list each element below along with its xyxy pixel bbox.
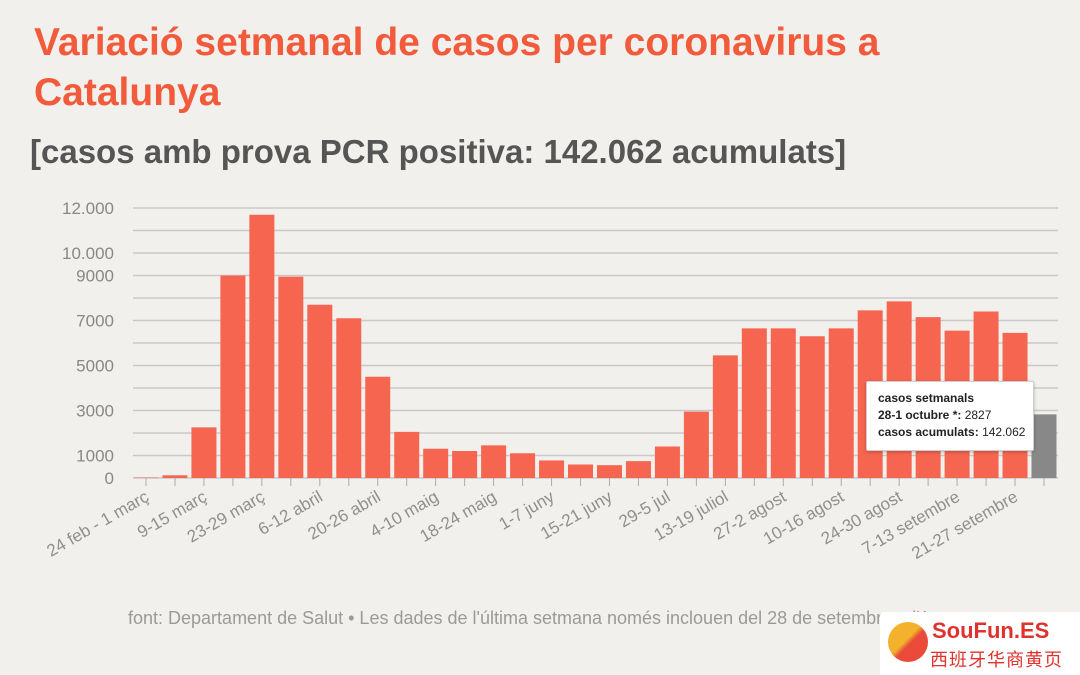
bar[interactable] [220,275,246,479]
bar[interactable] [625,461,651,478]
chart-subtitle: [casos amb prova PCR positiva: 142.062 a… [30,133,847,170]
y-tick-label: 1000 [76,447,114,466]
bar[interactable] [799,336,825,478]
y-axis: 0 1000 3000 5000 7000 9000 10.000 12.000 [62,199,114,488]
bar[interactable] [336,318,362,478]
bar[interactable] [278,276,304,478]
bar[interactable] [365,376,391,478]
tooltip-cumulative: casos acumulats: 142.062 [878,425,1026,439]
bar-chart: 0 1000 3000 5000 7000 9000 10.000 12.000 24 feb… [43,199,1058,563]
bar[interactable] [249,214,275,478]
y-tick-label: 9000 [76,267,114,286]
bar[interactable] [423,448,449,478]
bar[interactable] [162,475,188,478]
tooltip: casos setmanals 28-1 octubre *: 2827 cas… [866,381,1034,451]
bar[interactable] [510,453,536,478]
tooltip-title: casos setmanals [878,391,975,405]
bar[interactable] [307,304,333,478]
watermark-subtitle: 西班牙华商黄页 [930,650,1063,670]
y-tick-label: 0 [105,469,114,488]
watermark-logo-icon [888,622,928,662]
bar[interactable] [481,445,507,478]
watermark-name: SouFun.ES [932,618,1050,643]
bar[interactable] [596,465,622,478]
bar[interactable] [1031,414,1057,478]
bar[interactable] [191,427,217,478]
y-tick-label: 3000 [76,402,114,421]
bar[interactable] [539,460,565,478]
source-note: font: Departament de Salut • Les dades d… [128,608,930,628]
bar[interactable] [741,328,767,478]
bar[interactable] [712,355,738,478]
tooltip-weekly: 28-1 octubre *: 2827 [878,408,992,422]
bar[interactable] [568,464,594,479]
y-tick-label: 12.000 [62,199,114,218]
y-tick-label: 5000 [76,357,114,376]
watermark: SouFun.ES 西班牙华商黄页 [880,612,1080,675]
chart-title: Variació setmanal de casos per coronavir… [34,21,880,114]
bar[interactable] [828,328,854,478]
y-tick-label: 7000 [76,312,114,331]
bar[interactable] [770,328,796,478]
y-tick-label: 10.000 [62,244,114,263]
bar[interactable] [394,431,420,478]
bar[interactable] [654,446,680,479]
bar[interactable] [452,451,478,478]
bar[interactable] [683,411,709,478]
